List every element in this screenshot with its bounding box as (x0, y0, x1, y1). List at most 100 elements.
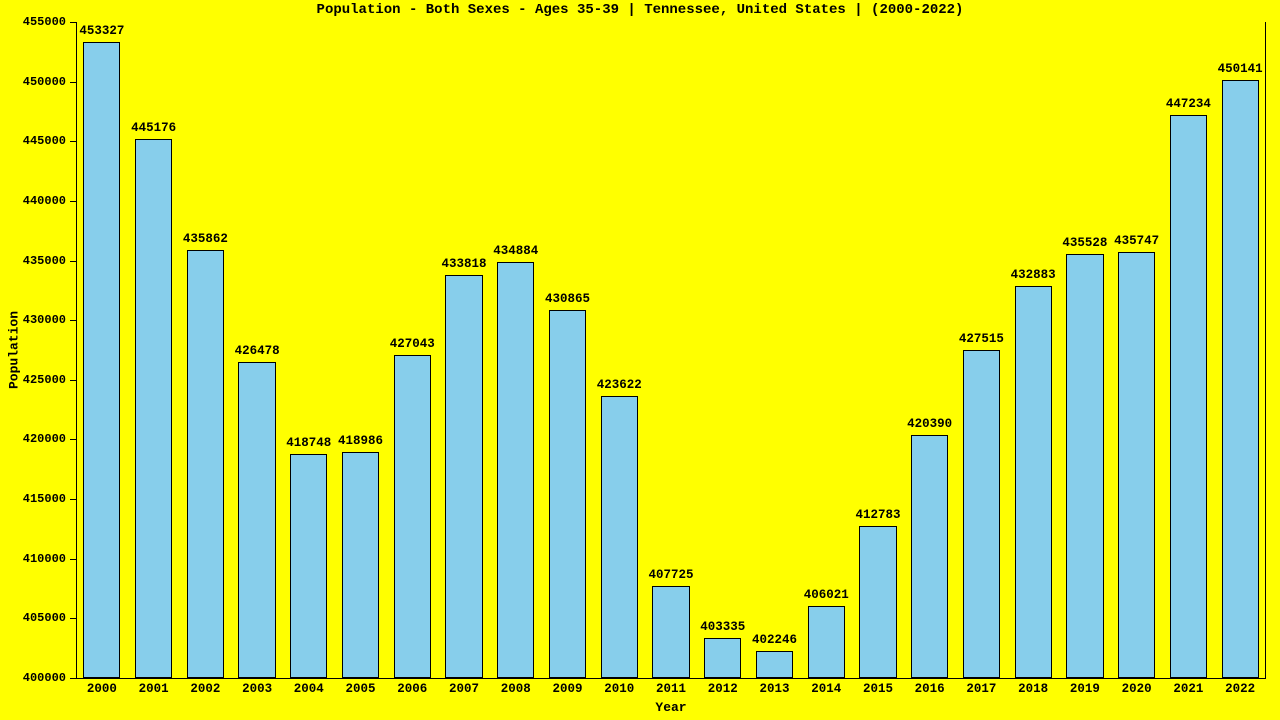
x-tick-label: 2003 (242, 678, 272, 696)
bar (911, 435, 948, 678)
y-tick-mark (70, 201, 76, 202)
y-tick-label: 410000 (23, 552, 76, 566)
bar-value-label: 420390 (907, 417, 952, 431)
y-tick-label: 445000 (23, 134, 76, 148)
bar-value-label: 423622 (597, 378, 642, 392)
bar-value-label: 447234 (1166, 97, 1211, 111)
bar-value-label: 426478 (235, 344, 280, 358)
y-axis-line-right (1265, 22, 1266, 678)
bar-value-label: 433818 (442, 257, 487, 271)
bar (1222, 80, 1259, 678)
bar (394, 355, 431, 678)
bar-value-label: 406021 (804, 588, 849, 602)
y-tick-label: 430000 (23, 313, 76, 327)
x-axis-title: Year (655, 700, 686, 715)
y-tick-mark (70, 618, 76, 619)
x-tick-label: 2019 (1070, 678, 1100, 696)
y-tick-mark (70, 22, 76, 23)
bar (652, 586, 689, 678)
bar-value-label: 427043 (390, 337, 435, 351)
bar-value-label: 432883 (1011, 268, 1056, 282)
x-tick-label: 2002 (190, 678, 220, 696)
y-tick-label: 425000 (23, 373, 76, 387)
chart-canvas: Population - Both Sexes - Ages 35-39 | T… (0, 0, 1280, 720)
y-tick-label: 450000 (23, 75, 76, 89)
bar-value-label: 453327 (79, 24, 124, 38)
y-tick-mark (70, 559, 76, 560)
chart-title: Population - Both Sexes - Ages 35-39 | T… (0, 2, 1280, 18)
bar-value-label: 450141 (1218, 62, 1263, 76)
x-tick-label: 2001 (139, 678, 169, 696)
bar-value-label: 435528 (1062, 236, 1107, 250)
y-tick-mark (70, 320, 76, 321)
x-tick-label: 2016 (915, 678, 945, 696)
x-tick-label: 2005 (346, 678, 376, 696)
bar (1118, 252, 1155, 678)
x-tick-label: 2006 (397, 678, 427, 696)
bar (1170, 115, 1207, 678)
y-axis-title: Population (7, 311, 22, 389)
bar (859, 526, 896, 678)
bar-value-label: 445176 (131, 121, 176, 135)
bar-value-label: 427515 (959, 332, 1004, 346)
y-tick-label: 440000 (23, 194, 76, 208)
x-tick-label: 2014 (811, 678, 841, 696)
y-tick-mark (70, 261, 76, 262)
bar (238, 362, 275, 678)
bar-value-label: 435747 (1114, 234, 1159, 248)
bar-value-label: 402246 (752, 633, 797, 647)
y-tick-mark (70, 141, 76, 142)
y-tick-mark (70, 439, 76, 440)
bar-value-label: 435862 (183, 232, 228, 246)
bar (1066, 254, 1103, 678)
bar (704, 638, 741, 678)
x-tick-label: 2013 (759, 678, 789, 696)
y-tick-label: 435000 (23, 254, 76, 268)
plot-area: 4000004050004100004150004200004250004300… (76, 22, 1266, 678)
bar-value-label: 418986 (338, 434, 383, 448)
y-tick-label: 420000 (23, 432, 76, 446)
y-tick-mark (70, 678, 76, 679)
x-tick-label: 2011 (656, 678, 686, 696)
bar (808, 606, 845, 678)
bar (756, 651, 793, 678)
y-tick-label: 400000 (23, 671, 76, 685)
x-tick-label: 2008 (501, 678, 531, 696)
x-tick-label: 2022 (1225, 678, 1255, 696)
x-tick-label: 2021 (1173, 678, 1203, 696)
y-tick-mark (70, 82, 76, 83)
x-tick-label: 2010 (604, 678, 634, 696)
bar-value-label: 434884 (493, 244, 538, 258)
y-tick-label: 455000 (23, 15, 76, 29)
bar (83, 42, 120, 678)
bar-value-label: 407725 (648, 568, 693, 582)
bar (1015, 286, 1052, 678)
y-axis-line-left (76, 22, 77, 678)
bar-value-label: 403335 (700, 620, 745, 634)
y-tick-mark (70, 499, 76, 500)
bar (445, 275, 482, 678)
x-tick-label: 2018 (1018, 678, 1048, 696)
x-tick-label: 2000 (87, 678, 117, 696)
bar (290, 454, 327, 678)
x-tick-label: 2007 (449, 678, 479, 696)
bar-value-label: 418748 (286, 436, 331, 450)
bar (549, 310, 586, 678)
x-tick-label: 2009 (553, 678, 583, 696)
y-tick-label: 415000 (23, 492, 76, 506)
x-tick-label: 2012 (708, 678, 738, 696)
bar (187, 250, 224, 678)
bar (135, 139, 172, 678)
bar (497, 262, 534, 678)
x-tick-label: 2020 (1122, 678, 1152, 696)
y-tick-label: 405000 (23, 611, 76, 625)
x-tick-label: 2017 (966, 678, 996, 696)
bar (601, 396, 638, 678)
bar-value-label: 412783 (855, 508, 900, 522)
y-tick-mark (70, 380, 76, 381)
bar (963, 350, 1000, 678)
bar (342, 452, 379, 678)
x-tick-label: 2015 (863, 678, 893, 696)
x-tick-label: 2004 (294, 678, 324, 696)
bar-value-label: 430865 (545, 292, 590, 306)
